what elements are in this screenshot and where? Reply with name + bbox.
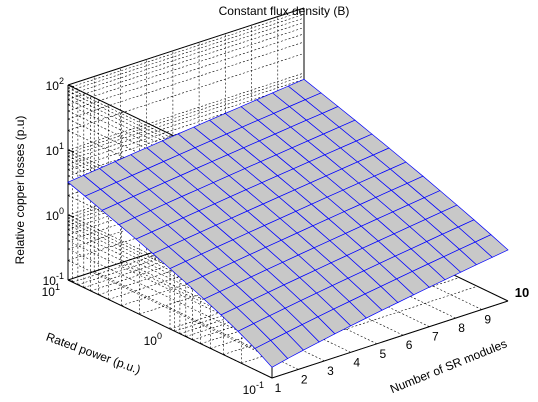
grid-line — [67, 260, 273, 359]
grid-line — [67, 72, 305, 151]
x-tick-label: 5 — [380, 347, 387, 361]
grid-line — [67, 87, 305, 165]
z-tick-mark — [67, 84, 75, 88]
x-tick-label: 3 — [327, 364, 334, 378]
z-tick-label: 100 — [46, 206, 64, 223]
x-tick-label: 8 — [458, 321, 465, 335]
grid-line — [67, 17, 305, 96]
x-tick-label: 9 — [484, 313, 491, 327]
z-tick-label: 101 — [46, 141, 64, 158]
surface-mesh — [67, 78, 509, 368]
grid-line — [67, 10, 305, 89]
z-tick-mark — [67, 279, 75, 283]
grid-line — [67, 75, 305, 154]
surface-cell — [474, 234, 509, 258]
y-tick-label: 100 — [144, 331, 162, 348]
x-tick-label: 4 — [353, 355, 360, 369]
z-axis-label: Relative copper losses (p.u) — [13, 116, 27, 265]
grid-line — [67, 14, 305, 92]
grid-line — [67, 53, 305, 131]
z-tick-mark — [67, 214, 75, 218]
axis-edge — [67, 7, 305, 86]
x-tick-label: 1 — [275, 381, 282, 395]
chart-title: Constant flux density (B) — [219, 4, 350, 18]
axis-edge — [67, 279, 273, 379]
grid-line — [67, 82, 305, 161]
grid-line — [67, 27, 305, 105]
x-tick-label: 10 — [515, 285, 529, 300]
grid-line — [67, 41, 305, 120]
grid-line — [67, 79, 305, 157]
y-axis-label: Rated power (p.u.) — [44, 330, 142, 377]
z-tick-label: 102 — [46, 76, 64, 93]
x-tick-label: 6 — [406, 338, 413, 352]
grid-line — [67, 22, 305, 100]
y-tick-label: 10-1 — [243, 380, 264, 397]
y-tick-label: 101 — [42, 282, 60, 299]
x-tick-label: 2 — [301, 372, 308, 386]
x-tick-label: 7 — [432, 330, 439, 344]
grid-line — [67, 33, 305, 112]
z-tick-mark — [67, 149, 75, 153]
axis-edge — [271, 300, 509, 379]
